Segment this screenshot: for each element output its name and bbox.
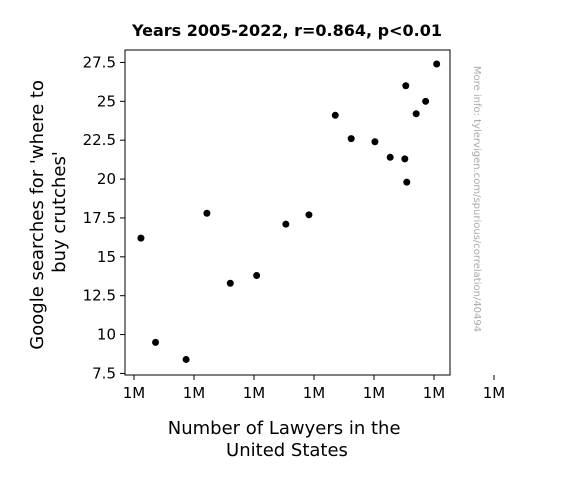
data-point xyxy=(331,111,339,119)
y-tick-label: 22.5 xyxy=(83,131,116,149)
data-point xyxy=(347,135,355,143)
y-axis-label-line-2: buy crutches' xyxy=(49,151,70,273)
data-point xyxy=(137,234,145,242)
x-axis-label-line-1: Number of Lawyers in the xyxy=(168,418,401,439)
x-tick-label: 1M xyxy=(183,384,206,402)
data-point xyxy=(282,220,290,228)
data-point xyxy=(403,178,411,186)
y-tick-label: 10 xyxy=(97,326,116,344)
y-axis-label: Google searches for 'where to buy crutch… xyxy=(27,74,70,349)
data-point xyxy=(226,279,234,287)
plot-area xyxy=(124,49,451,376)
y-tick-label: 25 xyxy=(97,92,116,110)
data-point xyxy=(412,110,420,118)
y-tick-label: 7.5 xyxy=(92,364,116,382)
data-point xyxy=(386,153,394,161)
data-point xyxy=(422,97,430,105)
data-point xyxy=(203,209,211,217)
x-tick-label: 1M xyxy=(423,384,446,402)
data-point xyxy=(371,138,379,146)
data-point xyxy=(253,271,261,279)
x-axis-label-line-2: United States xyxy=(226,440,348,461)
y-axis-label-line-1: Google searches for 'where to xyxy=(27,80,48,350)
x-tick-label: 1M xyxy=(243,384,266,402)
y-tick-label: 12.5 xyxy=(83,287,116,305)
y-tick-label: 27.5 xyxy=(83,53,116,71)
data-point xyxy=(402,82,410,90)
x-axis-label: Number of Lawyers in the United States xyxy=(168,418,407,461)
x-tick-label: 1M xyxy=(363,384,386,402)
source-watermark: More info: tylervigen.com/spurious/corre… xyxy=(471,66,482,332)
x-tick-label: 1M xyxy=(123,384,146,402)
data-point xyxy=(433,60,441,68)
y-axis: 7.5 10 12.5 15 17.5 20 22.5 25 27.5 xyxy=(83,53,125,382)
data-points xyxy=(137,60,441,363)
y-tick-label: 15 xyxy=(97,248,116,266)
data-point xyxy=(152,338,160,346)
x-axis: 1M 1M 1M 1M 1M 1M 1M xyxy=(123,375,506,402)
chart-title: Years 2005-2022, r=0.864, p<0.01 xyxy=(131,21,442,40)
data-point xyxy=(182,355,190,363)
data-point xyxy=(305,211,313,219)
data-point xyxy=(401,155,409,163)
y-tick-label: 20 xyxy=(97,170,116,188)
x-tick-label: 1M xyxy=(483,384,506,402)
x-tick-label: 1M xyxy=(303,384,326,402)
y-tick-label: 17.5 xyxy=(83,209,116,227)
